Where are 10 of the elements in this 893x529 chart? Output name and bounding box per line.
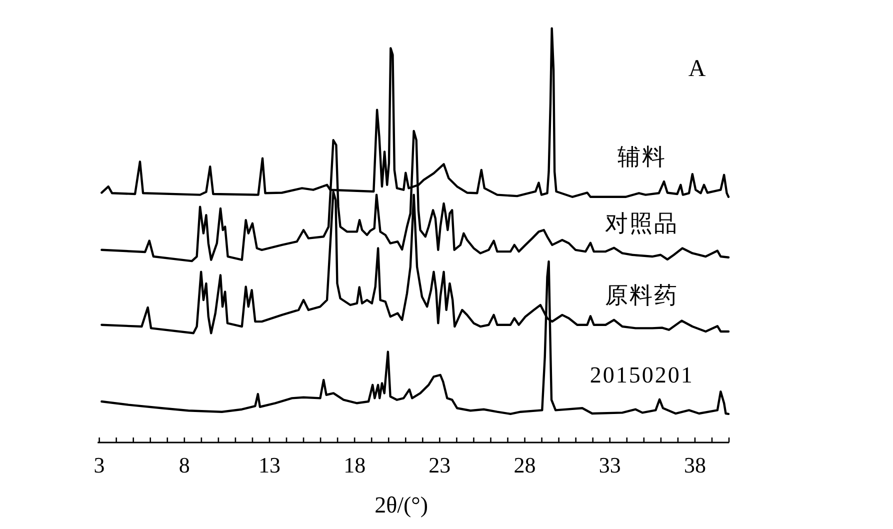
x-label: 2θ/(°) xyxy=(374,492,428,518)
x-tick-label: 18 xyxy=(344,452,366,478)
x-tick-label: 38 xyxy=(684,452,706,478)
x-tick-label: 33 xyxy=(598,452,621,478)
x-tick-label: 8 xyxy=(178,452,190,478)
x-tick-label: 13 xyxy=(258,452,280,478)
x-tick-label: 3 xyxy=(94,452,105,478)
x-tick-label: 23 xyxy=(428,452,451,478)
x-tick-label: 28 xyxy=(514,452,536,478)
annotation: A xyxy=(688,56,706,82)
